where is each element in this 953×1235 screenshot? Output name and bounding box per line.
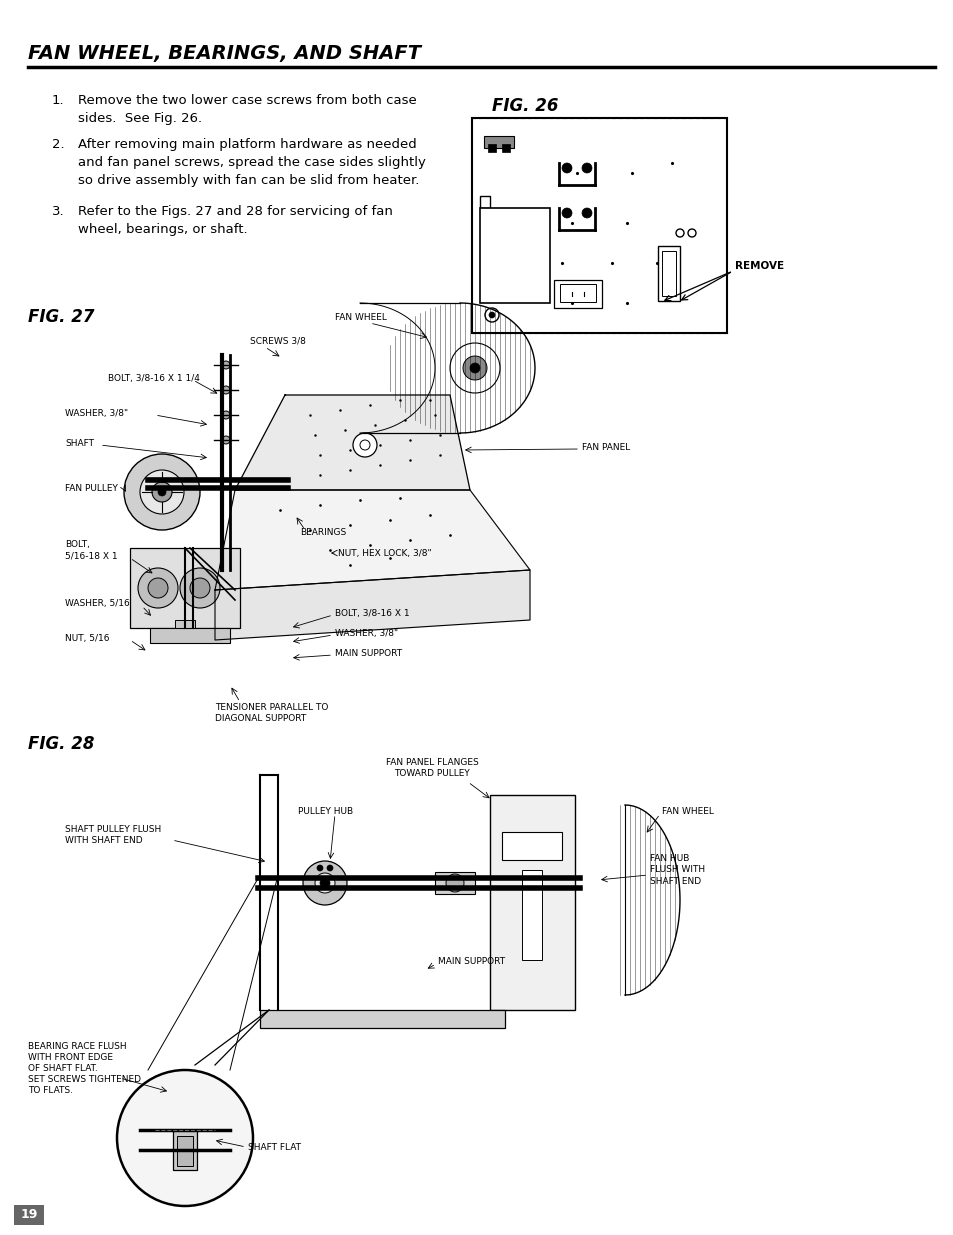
Text: WASHER, 5/16: WASHER, 5/16 [65, 599, 130, 608]
Circle shape [222, 361, 230, 369]
Text: 3.: 3. [52, 205, 65, 219]
Text: TENSIONER PARALLEL TO
DIAGONAL SUPPORT: TENSIONER PARALLEL TO DIAGONAL SUPPORT [214, 703, 328, 724]
Text: FAN WHEEL: FAN WHEEL [335, 312, 387, 322]
Text: WASHER, 3/8": WASHER, 3/8" [65, 409, 128, 417]
Bar [658, 246, 679, 301]
Circle shape [222, 411, 230, 419]
Circle shape [316, 864, 323, 871]
Circle shape [353, 433, 376, 457]
Circle shape [581, 207, 592, 219]
Circle shape [314, 873, 335, 893]
Text: After removing main platform hardware as needed
and fan panel screws, spread the: After removing main platform hardware as… [78, 138, 425, 186]
Text: BOLT, 3/8-16 X 1: BOLT, 3/8-16 X 1 [335, 609, 409, 618]
Circle shape [117, 1070, 253, 1207]
Text: WASHER, 3/8": WASHER, 3/8" [335, 629, 397, 637]
Text: MAIN SUPPORT: MAIN SUPPORT [437, 957, 504, 967]
Text: FIG. 27: FIG. 27 [28, 308, 94, 326]
Bar [479, 196, 490, 207]
Bar [554, 280, 601, 308]
Text: FIG. 28: FIG. 28 [28, 735, 94, 753]
Text: BEARINGS: BEARINGS [299, 527, 346, 536]
Text: MAIN SUPPORT: MAIN SUPPORT [335, 648, 402, 657]
Text: REMOVE: REMOVE [734, 261, 783, 270]
Text: SCREWS 3/8: SCREWS 3/8 [250, 336, 306, 345]
Circle shape [222, 436, 230, 445]
Circle shape [138, 568, 178, 608]
Text: 1.: 1. [52, 94, 65, 107]
Bar [483, 136, 514, 148]
Bar [174, 620, 194, 630]
Circle shape [152, 482, 172, 501]
Text: NUT, 5/16: NUT, 5/16 [65, 634, 110, 642]
Bar [661, 251, 676, 296]
Bar [488, 144, 496, 152]
Text: FAN PANEL FLANGES
TOWARD PULLEY: FAN PANEL FLANGES TOWARD PULLEY [385, 758, 477, 778]
Circle shape [462, 356, 486, 380]
Text: BOLT, 3/8-16 X 1 1/4: BOLT, 3/8-16 X 1 1/4 [108, 373, 200, 383]
Bar [435, 872, 475, 894]
Text: BOLT,
5/16-18 X 1: BOLT, 5/16-18 X 1 [65, 540, 117, 559]
Circle shape [140, 471, 184, 514]
Bar [150, 629, 230, 643]
Circle shape [180, 568, 220, 608]
Text: BEARING RACE FLUSH
WITH FRONT EDGE
OF SHAFT FLAT.
SET SCREWS TIGHTENED
TO FLATS.: BEARING RACE FLUSH WITH FRONT EDGE OF SH… [28, 1042, 141, 1095]
Circle shape [158, 488, 166, 496]
Text: PULLEY HUB: PULLEY HUB [297, 808, 353, 816]
Bar [490, 795, 575, 1010]
Text: NUT, HEX LOCK, 3/8": NUT, HEX LOCK, 3/8" [337, 548, 431, 557]
Circle shape [446, 874, 463, 892]
Text: FIG. 26: FIG. 26 [492, 98, 558, 115]
Polygon shape [214, 490, 530, 590]
Text: SHAFT PULLEY FLUSH
WITH SHAFT END: SHAFT PULLEY FLUSH WITH SHAFT END [65, 825, 161, 845]
Bar [521, 869, 541, 960]
Circle shape [148, 578, 168, 598]
Bar [14, 1205, 44, 1225]
Bar [260, 1010, 504, 1028]
Circle shape [470, 363, 479, 373]
Text: FAN PULLEY: FAN PULLEY [65, 483, 118, 493]
Circle shape [561, 163, 572, 173]
Text: FAN WHEEL, BEARINGS, AND SHAFT: FAN WHEEL, BEARINGS, AND SHAFT [28, 44, 420, 63]
Circle shape [327, 864, 333, 871]
Bar [472, 119, 726, 333]
Polygon shape [214, 571, 530, 640]
Text: SHAFT: SHAFT [65, 438, 94, 447]
Text: Refer to the Figs. 27 and 28 for servicing of fan
wheel, bearings, or shaft.: Refer to the Figs. 27 and 28 for servici… [78, 205, 393, 236]
Bar [479, 207, 550, 303]
Circle shape [222, 387, 230, 394]
Text: SHAFT FLAT: SHAFT FLAT [248, 1144, 301, 1152]
Circle shape [190, 578, 210, 598]
Text: FAN PANEL: FAN PANEL [581, 442, 630, 452]
Circle shape [581, 163, 592, 173]
Circle shape [489, 312, 495, 317]
Bar [172, 1130, 196, 1170]
Bar [501, 832, 561, 860]
Circle shape [319, 878, 330, 888]
Text: FAN WHEEL: FAN WHEEL [661, 808, 713, 816]
Bar [130, 548, 240, 629]
Text: Remove the two lower case screws from both case
sides.  See Fig. 26.: Remove the two lower case screws from bo… [78, 94, 416, 125]
Text: FAN HUB
FLUSH WITH
SHAFT END: FAN HUB FLUSH WITH SHAFT END [649, 855, 704, 885]
Polygon shape [234, 395, 470, 490]
Text: 2.: 2. [52, 138, 65, 151]
Bar [501, 144, 510, 152]
Circle shape [303, 861, 347, 905]
Bar [177, 1136, 193, 1166]
Circle shape [124, 454, 200, 530]
Text: 19: 19 [20, 1209, 38, 1221]
Circle shape [450, 343, 499, 393]
Circle shape [561, 207, 572, 219]
Bar [559, 284, 596, 303]
